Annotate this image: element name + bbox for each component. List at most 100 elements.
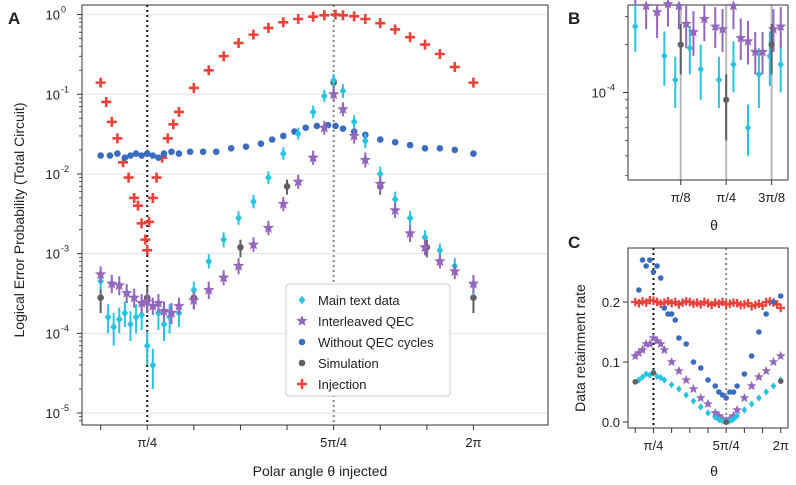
legend-label: Injection	[318, 377, 366, 392]
data-point	[250, 197, 257, 206]
data-point	[777, 293, 784, 299]
series-interleaved-qec	[634, 0, 787, 75]
data-point	[162, 133, 173, 144]
data-point	[639, 257, 646, 263]
data-point	[730, 389, 737, 395]
data-point	[248, 29, 259, 40]
data-point	[690, 359, 697, 365]
data-point	[672, 75, 679, 84]
data-point	[175, 150, 183, 157]
data-point	[257, 140, 265, 147]
data-point	[405, 32, 416, 43]
data-point	[142, 245, 153, 256]
data-point	[121, 154, 129, 161]
data-point	[419, 241, 431, 253]
x-tick-label: π/4	[716, 190, 736, 205]
data-point	[741, 371, 748, 377]
data-point	[115, 315, 123, 324]
data-point	[705, 409, 711, 417]
data-point	[391, 138, 399, 146]
data-point	[732, 404, 742, 415]
y-tick-label: 10	[46, 406, 60, 421]
data-point	[132, 312, 140, 322]
data-point	[292, 175, 304, 187]
data-point	[711, 298, 720, 307]
data-point	[136, 218, 147, 229]
data-point	[630, 350, 641, 361]
data-point	[643, 263, 649, 269]
legend-marker	[298, 359, 306, 367]
data-point	[739, 392, 750, 403]
data-point	[717, 23, 728, 34]
data-point	[634, 298, 644, 308]
data-point	[718, 297, 727, 307]
panel-label-c: C	[568, 233, 580, 252]
data-point	[151, 172, 162, 183]
data-point	[339, 86, 347, 96]
legend-marker	[298, 338, 306, 346]
data-point	[747, 301, 756, 311]
data-point	[746, 380, 757, 391]
data-point	[650, 369, 657, 376]
data-point	[128, 291, 140, 303]
panel-c-y-axis-label: Data retainment rate	[572, 284, 588, 412]
data-point	[280, 132, 287, 140]
data-point	[220, 235, 228, 244]
x-tick-label: 2π	[773, 438, 789, 453]
data-point	[652, 335, 662, 346]
data-point	[728, 0, 739, 11]
data-point	[242, 143, 250, 150]
data-point	[278, 17, 289, 28]
data-point	[376, 169, 384, 179]
data-point	[375, 18, 386, 29]
legend-box	[285, 283, 451, 397]
y-tick-label: 10	[46, 8, 60, 23]
data-point	[688, 26, 699, 37]
data-point	[348, 129, 360, 141]
data-point	[768, 23, 779, 34]
legend-marker	[298, 295, 306, 305]
series-without-qec-cycles	[636, 257, 784, 401]
data-point	[173, 300, 185, 311]
data-point	[715, 75, 723, 84]
data-point	[268, 136, 276, 143]
data-point	[640, 0, 652, 11]
data-point	[671, 297, 680, 307]
data-point	[140, 234, 151, 245]
x-tick-label: π/8	[671, 190, 691, 205]
data-point	[757, 46, 768, 57]
data-point	[742, 35, 754, 46]
panel-a-y-axis-label: Logical Error Probability (Total Circuit…	[11, 103, 27, 338]
data-point	[680, 18, 692, 29]
x-tick-label: π/4	[644, 438, 664, 453]
data-point	[696, 300, 705, 309]
data-point	[436, 246, 444, 255]
data-point	[157, 152, 168, 163]
y-tick-exponent: -3	[61, 244, 69, 254]
series-simulation	[632, 369, 784, 425]
data-point	[723, 419, 729, 425]
data-point	[147, 300, 159, 311]
data-point	[730, 60, 737, 69]
y-tick-label: 10	[46, 167, 60, 182]
plot-frame	[81, 4, 549, 426]
data-point	[168, 119, 179, 130]
data-point	[646, 371, 653, 379]
data-point	[659, 344, 670, 355]
data-point	[698, 13, 710, 24]
data-point	[667, 298, 676, 308]
data-point	[730, 415, 737, 423]
data-point	[649, 296, 658, 306]
data-point	[160, 320, 168, 329]
data-point	[135, 297, 148, 308]
data-point	[277, 197, 290, 209]
data-point	[754, 299, 764, 309]
data-point	[143, 150, 151, 157]
data-point	[697, 365, 704, 371]
data-point	[327, 88, 340, 100]
data-point	[775, 350, 786, 361]
y-tick-label: 0.2	[602, 295, 620, 310]
data-point	[641, 298, 651, 307]
y-tick-exponent: -1	[61, 84, 69, 94]
x-tick-label: 5π/4	[320, 435, 347, 450]
